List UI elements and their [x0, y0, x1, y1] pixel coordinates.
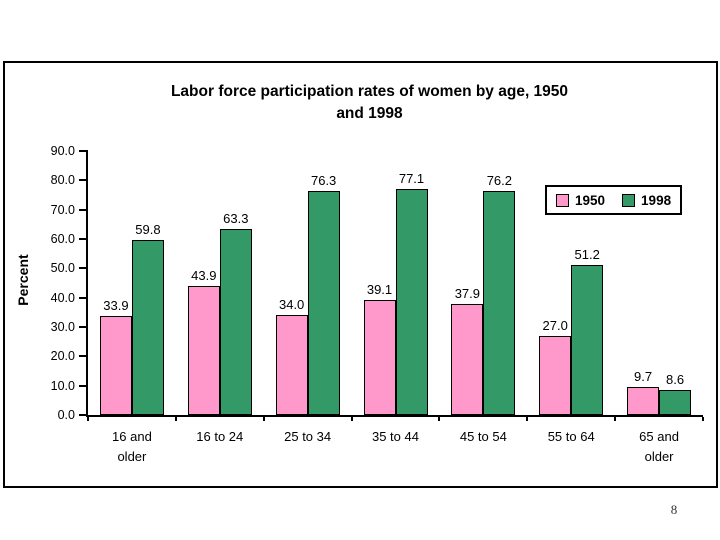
- bar-1998: [219, 229, 252, 415]
- y-tick-label: 40.0: [50, 290, 75, 305]
- y-tick: [79, 267, 88, 270]
- bar-value-label: 33.9: [103, 297, 129, 313]
- bar-value-label: 27.0: [542, 317, 568, 333]
- category-label: 45 to 54: [459, 429, 507, 444]
- y-tick-label: 10.0: [50, 378, 75, 393]
- y-tick: [79, 296, 88, 299]
- bar-value-label: 43.9: [191, 268, 217, 284]
- y-tick-label: 80.0: [50, 173, 75, 188]
- bar-1998: [483, 191, 516, 415]
- bar-1950: [275, 315, 308, 415]
- y-tick: [79, 384, 88, 387]
- bar-1998: [307, 191, 340, 415]
- bar-1950: [451, 303, 484, 415]
- chart-title-line-1: Labor force participation rates of women…: [170, 83, 569, 100]
- x-tick: [438, 417, 440, 421]
- bar-1998: [131, 239, 164, 415]
- bar-value-label: 59.8: [135, 221, 161, 237]
- bar-1950: [539, 335, 572, 415]
- y-tick: [79, 238, 88, 240]
- x-tick: [87, 417, 89, 421]
- bar-1998: [395, 188, 428, 415]
- chart-frame: Labor force participation rates of women…: [3, 61, 718, 488]
- bar-value-label: 37.9: [454, 285, 480, 301]
- category-label: 16 and older: [112, 429, 152, 464]
- category-label: 55 to 64: [547, 429, 595, 444]
- y-tick: [79, 355, 88, 358]
- y-tick-label: 0.0: [57, 408, 75, 422]
- category-label: 35 to 44: [371, 429, 419, 444]
- bar-value-label: 63.3: [223, 211, 249, 227]
- chart-title-line-2: and 1998: [336, 105, 403, 122]
- bar-value-label: 8.6: [666, 371, 685, 387]
- legend-swatch-1950: [556, 193, 569, 207]
- bar-1950: [99, 315, 132, 415]
- bar-1950: [187, 286, 220, 415]
- bar-value-label: 76.3: [310, 173, 337, 189]
- x-tick: [175, 417, 177, 421]
- bar-value-label: 77.1: [398, 170, 425, 186]
- bar-value-label: 39.1: [366, 282, 393, 298]
- y-tick: [79, 326, 88, 328]
- y-tick-label: 70.0: [50, 202, 75, 217]
- y-tick: [79, 208, 88, 211]
- y-tick-label: 60.0: [50, 232, 75, 246]
- bar-value-label: 76.2: [486, 173, 512, 189]
- y-tick-label: 30.0: [50, 320, 75, 334]
- bar-value-label: 51.2: [574, 246, 600, 262]
- bar-value-label: 34.0: [278, 297, 305, 313]
- x-axis-labels: 16 and older 16 to 24 25 to 34 35 to 44 45 t…: [88, 427, 703, 473]
- legend: 1950 1998: [545, 185, 683, 215]
- bar-1998: [659, 389, 692, 415]
- x-tick: [526, 417, 528, 421]
- page-number: 8: [670, 502, 678, 517]
- legend-label-1998: 1998: [641, 192, 672, 208]
- legend-swatch-1998: [622, 193, 636, 207]
- x-tick: [263, 417, 265, 421]
- chart-title: Labor force participation rates of women…: [5, 81, 716, 125]
- category-label: 25 to 34: [284, 429, 332, 444]
- x-tick: [702, 417, 704, 421]
- x-tick: [351, 417, 353, 421]
- y-tick: [79, 179, 88, 182]
- x-tick: [614, 417, 616, 421]
- bar-1950: [363, 300, 396, 415]
- bar-value-label: 9.7: [634, 368, 653, 384]
- y-tick-label: 90.0: [50, 144, 75, 158]
- category-label: 16 to 24: [196, 429, 244, 444]
- y-tick-label: 50.0: [50, 261, 75, 276]
- bar-1998: [571, 264, 604, 415]
- bar-1950: [627, 386, 660, 415]
- plot-area: 0.0 10.0 20.0 30.0 40.0 50.0 60.0 70.0 80.0 90.0 3…: [51, 144, 704, 422]
- y-tick: [79, 150, 88, 152]
- y-axis-title: Percent: [15, 254, 31, 306]
- y-tick-label: 20.0: [50, 349, 75, 364]
- category-label: 65 and older: [639, 429, 679, 464]
- y-tick: [79, 414, 88, 416]
- legend-label-1950: 1950: [575, 192, 606, 208]
